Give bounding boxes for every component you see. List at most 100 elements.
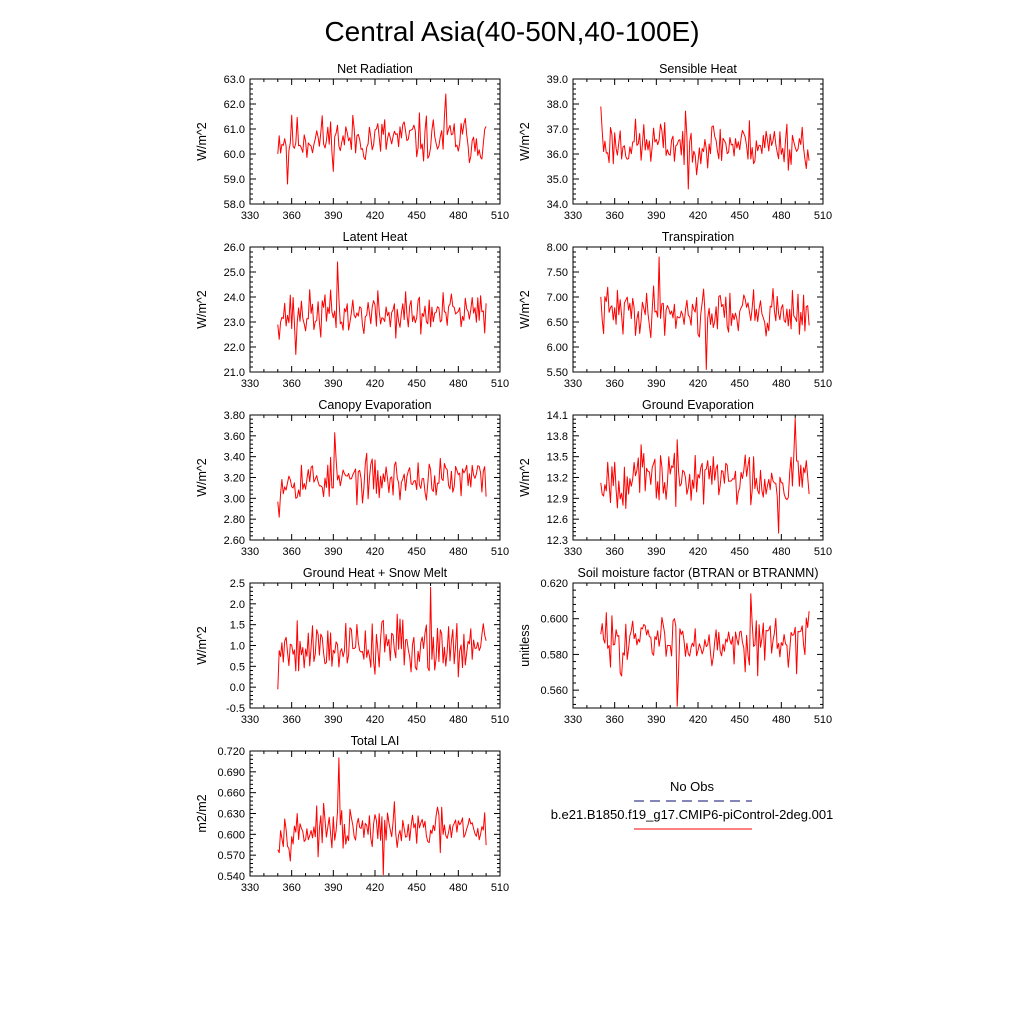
x-tick-label: 330 [564,378,582,390]
x-tick-label: 450 [730,546,748,558]
panel-title: Net Radiation [337,62,413,76]
x-tick-label: 450 [407,378,425,390]
series-line [277,586,487,690]
x-tick-label: 420 [366,546,384,558]
panel: Transpiration 330 360 390 420 450 480 510 5.50 6.… [518,230,832,390]
y-axis-label: W/m^2 [518,290,532,329]
panel-title: Sensible Heat [659,62,737,76]
panel: Total LAI 330 360 390 420 450 480 510 0.540 0.570… [195,734,509,894]
series-line [277,93,487,185]
y-axis-label: W/m^2 [195,458,209,497]
series-line [600,593,810,707]
y-tick-label: 59.0 [224,174,245,186]
x-tick-label: 480 [449,546,467,558]
y-tick-label: 63.0 [224,74,245,86]
x-tick-label: 510 [491,210,509,222]
x-tick-label: 510 [814,714,832,726]
y-tick-label: 60.0 [224,149,245,161]
x-tick-label: 330 [241,546,259,558]
panels: Net Radiation 330 360 390 420 450 480 510 58.0 59… [195,62,832,894]
series-line [600,106,810,190]
y-tick-label: 0.620 [540,578,568,590]
y-tick-label: 8.00 [547,242,568,254]
y-tick-label: 34.0 [547,199,568,211]
y-tick-label: 62.0 [224,99,245,111]
x-tick-label: 480 [449,378,467,390]
x-tick-label: 480 [449,714,467,726]
x-tick-label: 480 [772,546,790,558]
x-tick-label: 360 [605,210,623,222]
y-tick-label: 24.0 [224,292,245,304]
plot-frame [249,750,501,877]
series-line [277,432,487,518]
y-tick-label: 14.1 [547,410,568,422]
x-tick-label: 360 [605,546,623,558]
y-tick-label: 23.0 [224,317,245,329]
x-tick-label: 420 [366,882,384,894]
x-tick-label: 390 [647,210,665,222]
x-tick-label: 420 [366,210,384,222]
x-tick-label: 420 [689,714,707,726]
x-tick-label: 360 [605,714,623,726]
y-tick-label: 0.660 [217,788,245,800]
y-tick-label: 0.630 [217,809,245,821]
y-axis-label: W/m^2 [518,122,532,161]
y-tick-label: 37.0 [547,124,568,136]
panel-title: Ground Evaporation [642,398,754,412]
x-tick-label: 420 [366,714,384,726]
x-tick-label: 330 [241,210,259,222]
x-tick-label: 360 [282,210,300,222]
x-tick-label: 360 [282,714,300,726]
x-tick-label: 330 [241,378,259,390]
series-line [277,261,487,355]
y-tick-label: 0.600 [217,829,245,841]
panel: Ground Evaporation 330 360 390 420 450 480 510 1… [518,398,832,558]
y-tick-label: 0.580 [540,649,568,661]
y-tick-label: 38.0 [547,99,568,111]
y-tick-label: 3.60 [224,431,245,443]
x-tick-label: 420 [689,546,707,558]
legend-obs-label: No Obs [670,779,715,794]
y-axis-label: W/m^2 [195,626,209,665]
y-tick-label: 3.40 [224,452,245,464]
panel-title: Latent Heat [343,230,408,244]
y-tick-label: 6.50 [547,317,568,329]
y-tick-label: 12.6 [547,514,568,526]
x-tick-label: 510 [814,378,832,390]
x-tick-label: 450 [407,882,425,894]
y-tick-label: 0.690 [217,767,245,779]
legend-model-label: b.e21.B1850.f19_g17.CMIP6-piControl-2deg… [551,807,834,822]
x-tick-label: 480 [449,210,467,222]
x-tick-label: 480 [772,714,790,726]
y-tick-label: 13.2 [547,473,568,485]
x-tick-label: 390 [324,210,342,222]
series-line [600,256,810,370]
y-tick-label: 0.5 [230,661,245,673]
y-tick-label: 3.00 [224,493,245,505]
y-tick-label: 39.0 [547,74,568,86]
x-tick-label: 330 [564,546,582,558]
y-tick-label: 3.80 [224,410,245,422]
x-tick-label: 420 [689,210,707,222]
plot-frame [249,78,501,205]
panel-title: Ground Heat + Snow Melt [303,566,448,580]
y-tick-label: 2.5 [230,578,245,590]
panel-title: Soil moisture factor (BTRAN or BTRANMN) [577,566,818,580]
y-tick-label: 25.0 [224,267,245,279]
y-tick-label: 0.600 [540,614,568,626]
series-line [600,418,810,534]
y-tick-label: 12.9 [547,493,568,505]
y-tick-label: 0.570 [217,850,245,862]
y-tick-label: 2.0 [230,599,245,611]
y-tick-label: 21.0 [224,367,245,379]
x-tick-label: 330 [241,714,259,726]
y-axis-label: W/m^2 [195,290,209,329]
panel: Soil moisture factor (BTRAN or BTRANMN) 3… [518,566,832,726]
legend: No Obs b.e21.B1850.f19_g17.CMIP6-piContr… [551,779,834,830]
x-tick-label: 330 [564,210,582,222]
y-tick-label: 0.540 [217,871,245,883]
panel: Latent Heat 330 360 390 420 450 480 510 21.0 22.0… [195,230,509,390]
x-tick-label: 330 [241,882,259,894]
y-tick-label: 0.720 [217,746,245,758]
y-tick-label: 0.560 [540,685,568,697]
